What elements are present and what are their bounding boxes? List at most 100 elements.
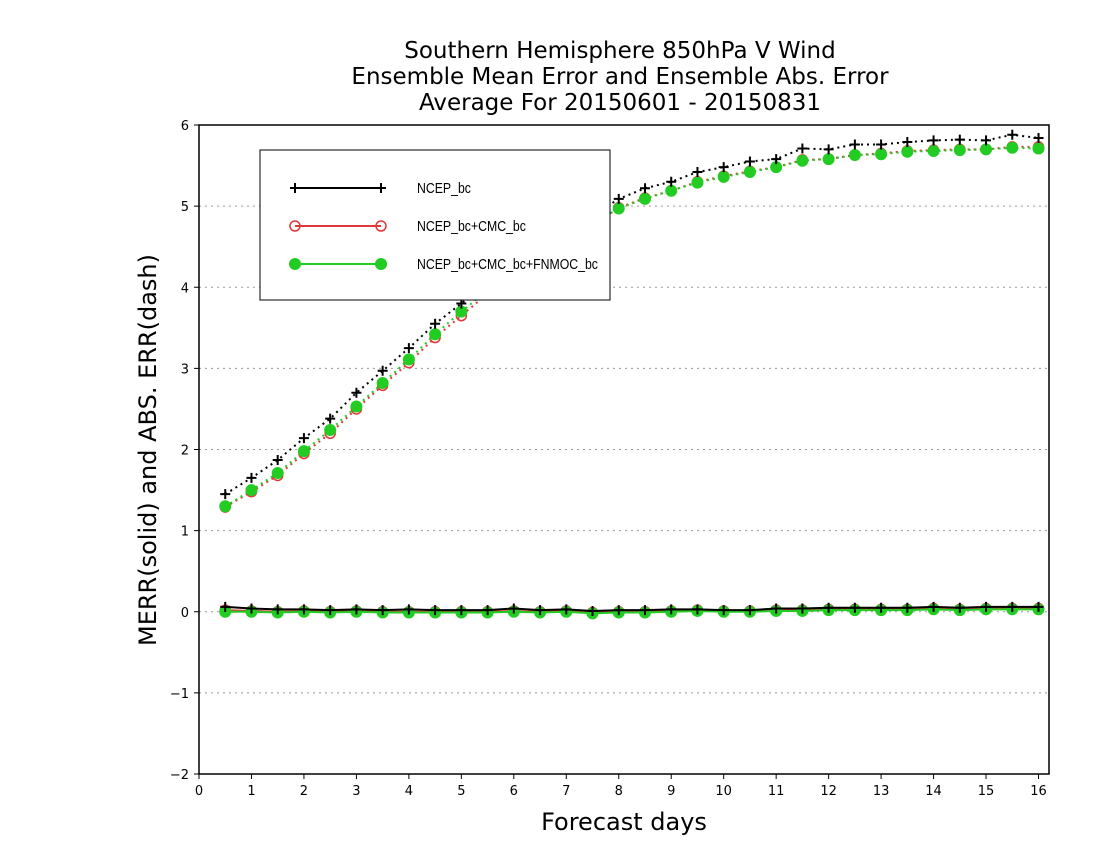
point-ncep-bc-abs-31 xyxy=(1033,132,1044,143)
point-ncep-bc-mean-3 xyxy=(298,604,309,615)
x-tick-label-9: 9 xyxy=(667,784,675,799)
point-ncep-bc-mean-19 xyxy=(718,605,729,616)
point-ncep-bc-mean-20 xyxy=(744,605,755,616)
point-ncep-bc-cmc-bc-fnmoc-bc-abs-25 xyxy=(875,148,888,161)
y-tick-label-6: 4 xyxy=(181,281,189,296)
x-tick-label-7: 7 xyxy=(562,784,570,799)
point-ncep-bc-cmc-bc-fnmoc-bc-abs-15 xyxy=(612,202,625,215)
point-ncep-bc-mean-18 xyxy=(692,604,703,615)
point-ncep-bc-mean-26 xyxy=(902,602,913,613)
point-ncep-bc-mean-16 xyxy=(639,605,650,616)
x-tick-label-2: 2 xyxy=(300,784,308,799)
point-ncep-bc-cmc-bc-fnmoc-bc-abs-4 xyxy=(324,424,337,437)
legend-box xyxy=(259,149,611,301)
point-ncep-bc-mean-8 xyxy=(430,605,441,616)
x-tick-label-13: 13 xyxy=(873,784,890,799)
chart-title-line-2: Ensemble Mean Error and Ensemble Abs. Er… xyxy=(351,64,889,90)
point-ncep-bc-cmc-bc-fnmoc-bc-abs-27 xyxy=(927,144,940,157)
legend-marker-right-ncep-bc-cmc-bc-fnmoc-bc xyxy=(375,258,387,270)
point-ncep-bc-cmc-bc-fnmoc-bc-abs-5 xyxy=(350,400,363,413)
y-tick-label-0: −2 xyxy=(170,768,189,783)
point-ncep-bc-cmc-bc-fnmoc-bc-abs-2 xyxy=(271,467,284,480)
legend-marker-right-ncep-bc xyxy=(376,183,386,193)
y-tick-label-2: 0 xyxy=(181,606,189,621)
chart-title-line-1: Southern Hemisphere 850hPa V Wind xyxy=(404,38,836,64)
x-tick-label-4: 4 xyxy=(405,784,413,799)
point-ncep-bc-cmc-bc-fnmoc-bc-abs-31 xyxy=(1032,142,1045,155)
legend-marker-left-ncep-bc xyxy=(290,183,300,193)
point-ncep-bc-mean-17 xyxy=(666,604,677,615)
point-ncep-bc-abs-21 xyxy=(771,154,782,165)
point-ncep-bc-mean-10 xyxy=(482,605,493,616)
point-ncep-bc-cmc-bc-fnmoc-bc-abs-16 xyxy=(638,192,651,205)
point-ncep-bc-cmc-bc-fnmoc-bc-abs-3 xyxy=(297,445,310,458)
point-ncep-bc-abs-15 xyxy=(613,193,624,204)
point-ncep-bc-abs-1 xyxy=(246,472,257,483)
point-ncep-bc-mean-29 xyxy=(981,601,992,612)
point-ncep-bc-cmc-bc-fnmoc-bc-abs-23 xyxy=(822,153,835,166)
x-tick-label-0: 0 xyxy=(195,784,203,799)
point-ncep-bc-cmc-bc-fnmoc-bc-abs-8 xyxy=(429,328,442,341)
point-ncep-bc-mean-2 xyxy=(272,604,283,615)
y-tick-label-4: 2 xyxy=(181,444,189,459)
point-ncep-bc-mean-4 xyxy=(325,605,336,616)
point-ncep-bc-cmc-bc-fnmoc-bc-abs-18 xyxy=(691,176,704,189)
point-ncep-bc-abs-25 xyxy=(876,139,887,150)
point-ncep-bc-cmc-bc-fnmoc-bc-abs-24 xyxy=(848,149,861,162)
point-ncep-bc-abs-27 xyxy=(928,135,939,146)
point-ncep-bc-abs-23 xyxy=(823,144,834,155)
point-ncep-bc-mean-28 xyxy=(954,602,965,613)
point-ncep-bc-abs-16 xyxy=(639,183,650,194)
point-ncep-bc-cmc-bc-fnmoc-bc-abs-22 xyxy=(796,154,809,167)
point-ncep-bc-abs-2 xyxy=(272,455,283,466)
point-ncep-bc-abs-28 xyxy=(954,134,965,145)
legend-marker-left-ncep-bc-cmc-bc xyxy=(289,220,301,232)
y-tick-label-1: −1 xyxy=(170,687,189,702)
point-ncep-bc-cmc-bc-fnmoc-bc-abs-19 xyxy=(717,170,730,183)
point-ncep-bc-mean-5 xyxy=(351,604,362,615)
point-ncep-bc-mean-23 xyxy=(823,602,834,613)
point-ncep-bc-abs-7 xyxy=(403,343,414,354)
point-ncep-bc-abs-5 xyxy=(351,387,362,398)
x-tick-label-10: 10 xyxy=(715,784,732,799)
point-ncep-bc-cmc-bc-fnmoc-bc-abs-1 xyxy=(245,484,258,497)
x-tick-label-12: 12 xyxy=(820,784,837,799)
point-ncep-bc-mean-25 xyxy=(876,602,887,613)
x-tick-label-5: 5 xyxy=(457,784,465,799)
point-ncep-bc-mean-31 xyxy=(1033,601,1044,612)
point-ncep-bc-mean-12 xyxy=(535,605,546,616)
point-ncep-bc-mean-13 xyxy=(561,604,572,615)
point-ncep-bc-mean-27 xyxy=(928,601,939,612)
chart-title-line-3: Average For 20150601 - 20150831 xyxy=(418,90,822,116)
y-tick-label-3: 1 xyxy=(181,525,189,540)
legend-marker-right-ncep-bc-cmc-bc xyxy=(375,220,387,232)
point-ncep-bc-mean-22 xyxy=(797,603,808,614)
x-tick-label-14: 14 xyxy=(925,784,942,799)
point-ncep-bc-mean-15 xyxy=(613,605,624,616)
point-ncep-bc-cmc-bc-fnmoc-bc-abs-26 xyxy=(901,145,914,158)
x-axis-label: Forecast days xyxy=(541,808,707,836)
y-tick-label-7: 5 xyxy=(181,200,189,215)
point-ncep-bc-cmc-bc-fnmoc-bc-abs-7 xyxy=(402,353,415,366)
y-tick-label-8: 6 xyxy=(181,119,189,134)
point-ncep-bc-abs-26 xyxy=(902,137,913,148)
point-ncep-bc-cmc-bc-fnmoc-bc-abs-28 xyxy=(953,144,966,157)
point-ncep-bc-cmc-bc-fnmoc-bc-abs-30 xyxy=(1006,141,1019,154)
y-tick-label-5: 3 xyxy=(181,362,189,377)
point-ncep-bc-abs-18 xyxy=(692,167,703,178)
point-ncep-bc-cmc-bc-fnmoc-bc-abs-0 xyxy=(219,500,232,513)
point-ncep-bc-cmc-bc-fnmoc-bc-abs-29 xyxy=(980,143,993,156)
point-ncep-bc-cmc-bc-fnmoc-bc-abs-6 xyxy=(376,376,389,389)
point-ncep-bc-abs-29 xyxy=(981,135,992,146)
point-ncep-bc-mean-11 xyxy=(508,603,519,614)
point-ncep-bc-abs-0 xyxy=(220,489,231,500)
point-ncep-bc-cmc-bc-fnmoc-bc-abs-17 xyxy=(665,184,678,197)
legend-label-ncep-bc-cmc-bc-fnmoc-bc: NCEP_bc+CMC_bc+FNMOC_bc xyxy=(417,256,598,272)
x-tick-label-8: 8 xyxy=(615,784,623,799)
x-tick-label-1: 1 xyxy=(247,784,255,799)
x-tick-label-6: 6 xyxy=(510,784,518,799)
point-ncep-bc-mean-30 xyxy=(1007,601,1018,612)
point-ncep-bc-mean-6 xyxy=(377,605,388,616)
point-ncep-bc-abs-3 xyxy=(298,433,309,444)
legend-marker-left-ncep-bc-cmc-bc-fnmoc-bc xyxy=(289,258,301,270)
